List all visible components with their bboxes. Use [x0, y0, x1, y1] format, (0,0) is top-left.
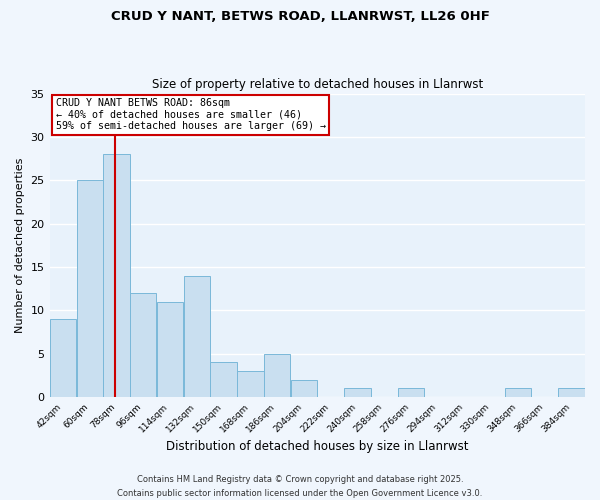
X-axis label: Distribution of detached houses by size in Llanrwst: Distribution of detached houses by size … — [166, 440, 469, 452]
Bar — [50, 319, 76, 397]
Bar — [264, 354, 290, 397]
Bar — [103, 154, 130, 397]
Title: Size of property relative to detached houses in Llanrwst: Size of property relative to detached ho… — [152, 78, 483, 91]
Bar — [344, 388, 371, 397]
Bar — [237, 371, 263, 397]
Bar — [291, 380, 317, 397]
Bar — [184, 276, 210, 397]
Y-axis label: Number of detached properties: Number of detached properties — [15, 158, 25, 333]
Text: CRUD Y NANT BETWS ROAD: 86sqm
← 40% of detached houses are smaller (46)
59% of s: CRUD Y NANT BETWS ROAD: 86sqm ← 40% of d… — [56, 98, 326, 132]
Bar — [77, 180, 103, 397]
Bar — [398, 388, 424, 397]
Bar — [559, 388, 585, 397]
Bar — [157, 302, 183, 397]
Text: Contains HM Land Registry data © Crown copyright and database right 2025.
Contai: Contains HM Land Registry data © Crown c… — [118, 476, 482, 498]
Bar — [211, 362, 237, 397]
Bar — [130, 293, 157, 397]
Text: CRUD Y NANT, BETWS ROAD, LLANRWST, LL26 0HF: CRUD Y NANT, BETWS ROAD, LLANRWST, LL26 … — [110, 10, 490, 23]
Bar — [505, 388, 531, 397]
